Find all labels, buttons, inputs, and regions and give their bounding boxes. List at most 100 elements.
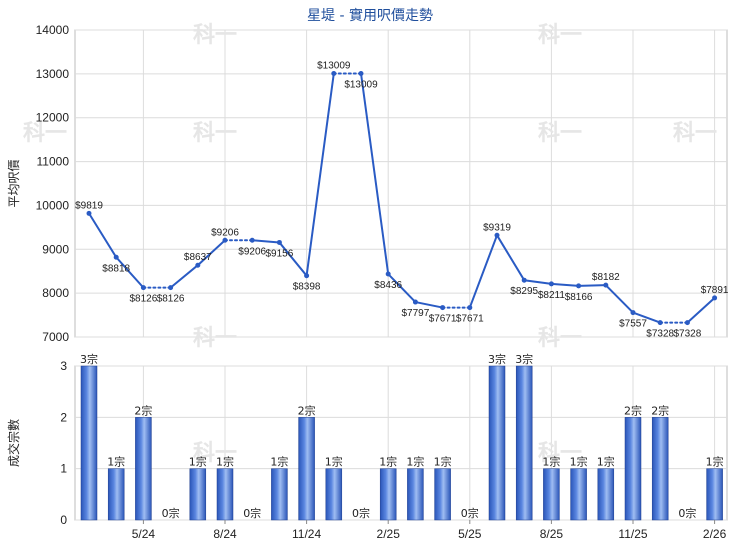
volume-bar — [271, 468, 288, 521]
price-data-label: $8126 — [129, 294, 157, 305]
volume-bar — [651, 417, 669, 521]
volume-data-label: 1宗 — [434, 455, 452, 469]
price-y-tick: 10000 — [36, 198, 70, 212]
volume-data-label: 2宗 — [298, 403, 316, 417]
price-data-label: $7557 — [619, 319, 647, 330]
price-line-segment — [577, 284, 607, 287]
price-point — [521, 277, 527, 283]
price-point — [630, 310, 636, 316]
price-data-label: $13009 — [344, 79, 378, 90]
price-data-label: $7328 — [646, 329, 674, 340]
price-line-segment — [360, 72, 390, 276]
price-data-label: $8818 — [102, 263, 130, 274]
price-data-label: $8166 — [565, 292, 593, 303]
price-point — [576, 283, 582, 289]
volume-data-label: 3宗 — [515, 352, 533, 366]
volume-bar — [135, 417, 152, 521]
price-data-label: $8211 — [538, 290, 566, 301]
x-tick-label: 5/25 — [458, 527, 482, 541]
volume-data-label: 0宗 — [243, 506, 261, 520]
chart-title: 星堤 - 實用呎價走勢 — [307, 7, 433, 24]
volume-bar — [379, 468, 397, 521]
price-data-label: $9819 — [75, 200, 103, 211]
price-line-segment — [604, 284, 634, 314]
price-y-tick: 7000 — [42, 330, 69, 344]
price-data-label: $9319 — [483, 222, 511, 233]
price-line-segment — [305, 72, 335, 277]
volume-bar — [80, 365, 98, 521]
price-data-label: $9156 — [265, 248, 293, 259]
volume-data-label: 1宗 — [570, 455, 588, 469]
volume-data-label: 3宗 — [80, 352, 98, 366]
price-data-label: $7671 — [429, 314, 457, 325]
volume-data-label: 1宗 — [107, 455, 125, 469]
watermark-text: 科一 — [193, 23, 237, 48]
volume-bar — [434, 468, 451, 521]
price-line-segment — [169, 264, 199, 289]
watermark-text: 科一 — [538, 23, 582, 48]
price-line-segment — [88, 212, 118, 259]
volume-data-label: 1宗 — [597, 455, 615, 469]
watermark-text: 科一 — [538, 441, 582, 466]
price-data-label: $7671 — [456, 314, 484, 325]
price-line-segment — [278, 241, 308, 277]
price-point — [140, 285, 146, 291]
volume-data-label: 1宗 — [325, 455, 343, 469]
volume-data-label: 1宗 — [379, 455, 397, 469]
price-data-label: $13009 — [317, 60, 351, 71]
price-y-tick: 8000 — [42, 286, 69, 300]
volume-bar — [325, 468, 343, 521]
price-y-tick: 11000 — [37, 155, 70, 169]
price-data-label: $8182 — [592, 272, 620, 283]
x-tick-label: 2/26 — [703, 527, 727, 541]
price-line-segment — [115, 256, 145, 289]
volume-bar — [298, 417, 315, 521]
watermark-text: 科一 — [23, 121, 67, 146]
watermark-text: 科一 — [538, 326, 582, 351]
price-line-segment — [251, 239, 281, 244]
volume-data-label: 0宗 — [162, 506, 180, 520]
x-tick-label: 8/25 — [540, 527, 564, 541]
price-y-axis-title: 平均呎價 — [7, 159, 21, 207]
price-data-label: $8436 — [374, 280, 402, 291]
price-point — [603, 282, 609, 288]
volume-bar — [597, 468, 615, 521]
volume-data-label: 1宗 — [189, 455, 207, 469]
price-line-segment — [196, 239, 226, 267]
volume-y-tick: 0 — [60, 513, 67, 527]
price-line-segment — [496, 234, 526, 282]
price-point — [331, 70, 337, 76]
price-data-label: $7891 — [701, 285, 729, 296]
volume-y-tick: 3 — [60, 359, 67, 373]
price-data-label: $9206 — [238, 246, 266, 257]
price-line-segment — [550, 282, 580, 287]
volume-data-label: 1宗 — [706, 455, 724, 469]
volume-y-axis-title: 成交宗數 — [6, 419, 21, 467]
price-data-label: $8295 — [510, 286, 538, 297]
volume-bar — [624, 417, 642, 521]
price-line-segment — [387, 273, 417, 304]
price-y-tick: 13000 — [36, 67, 70, 81]
price-point — [195, 262, 201, 268]
watermark-text: 科一 — [193, 326, 237, 351]
watermark-text: 科一 — [538, 121, 582, 146]
price-y-tick: 12000 — [36, 111, 70, 125]
volume-y-tick: 1 — [60, 462, 67, 476]
price-point — [276, 239, 282, 245]
volume-data-label: 1宗 — [270, 455, 288, 469]
volume-data-label: 0宗 — [352, 506, 370, 520]
price-point — [657, 320, 663, 326]
x-tick-label: 2/25 — [377, 527, 401, 541]
volume-data-label: 2宗 — [134, 403, 152, 417]
price-line-segment — [632, 311, 662, 324]
price-point — [548, 281, 554, 287]
price-data-label: $7328 — [673, 329, 701, 340]
watermark-text: 科一 — [193, 441, 237, 466]
volume-data-label: 1宗 — [542, 455, 560, 469]
price-data-label: $9206 — [211, 227, 239, 238]
volume-data-label: 2宗 — [651, 403, 669, 417]
price-point — [168, 285, 174, 291]
volume-bar — [216, 468, 234, 521]
volume-bar — [543, 468, 560, 521]
